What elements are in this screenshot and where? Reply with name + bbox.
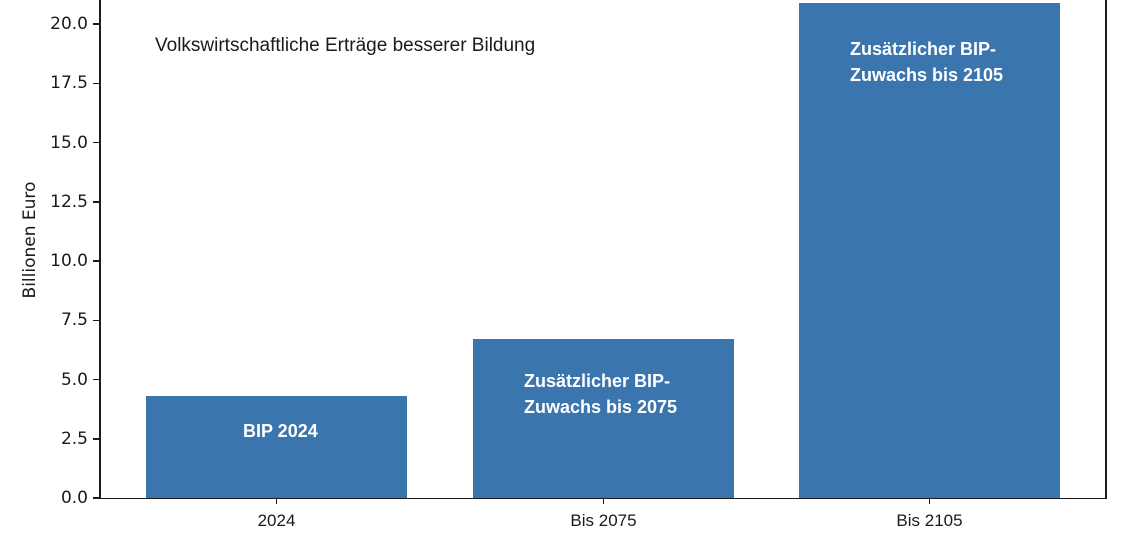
y-tick <box>93 497 99 499</box>
bar-label-line: BIP 2024 <box>243 421 318 441</box>
bar-label-line: Zuwachs bis 2075 <box>524 397 678 417</box>
chart-annotation: Volkswirtschaftliche Erträge besserer Bi… <box>155 35 536 56</box>
y-tick <box>93 260 99 262</box>
x-tick-label: Bis 2105 <box>896 511 963 530</box>
y-tick-label: 12.5 <box>50 191 88 212</box>
bar <box>473 339 734 498</box>
x-tick <box>602 498 605 504</box>
y-tick <box>93 319 99 321</box>
y-tick <box>93 23 99 25</box>
bar-label: BIP 2024 <box>243 418 318 444</box>
x-tick <box>928 498 931 504</box>
x-tick-label: Bis 2075 <box>570 511 637 530</box>
bar <box>799 3 1060 498</box>
bar-label-line: Zusätzlicher BIP- <box>850 39 997 59</box>
y-tick-label: 20.0 <box>50 14 88 34</box>
bar-label: Zusätzlicher BIP- Zuwachs bis 2075 <box>524 368 677 420</box>
right-spine <box>1105 0 1107 499</box>
y-tick-label: 17.5 <box>50 73 88 94</box>
bar-label: Zusätzlicher BIP- Zuwachs bis 2105 <box>850 36 1003 88</box>
y-tick-label: 5.0 <box>60 369 88 390</box>
bar <box>146 396 407 498</box>
y-tick <box>93 201 99 203</box>
bar-label-line: Zuwachs bis 2105 <box>850 65 1004 85</box>
left-spine <box>99 0 101 499</box>
x-tick <box>275 498 278 504</box>
bar-label-line: Zusätzlicher BIP- <box>524 371 671 391</box>
x-tick-label: 2024 <box>257 511 296 530</box>
y-tick-label: 15.0 <box>50 132 88 153</box>
y-tick <box>93 82 99 84</box>
y-tick-label: 2.5 <box>60 428 88 449</box>
y-tick <box>93 378 99 381</box>
y-tick-label: 7.5 <box>60 310 88 331</box>
bottom-spine <box>99 497 1107 499</box>
y-tick <box>93 141 99 144</box>
y-tick-label: 10.0 <box>50 251 88 271</box>
y-tick-label: 0.0 <box>60 488 88 508</box>
y-tick <box>93 438 99 440</box>
